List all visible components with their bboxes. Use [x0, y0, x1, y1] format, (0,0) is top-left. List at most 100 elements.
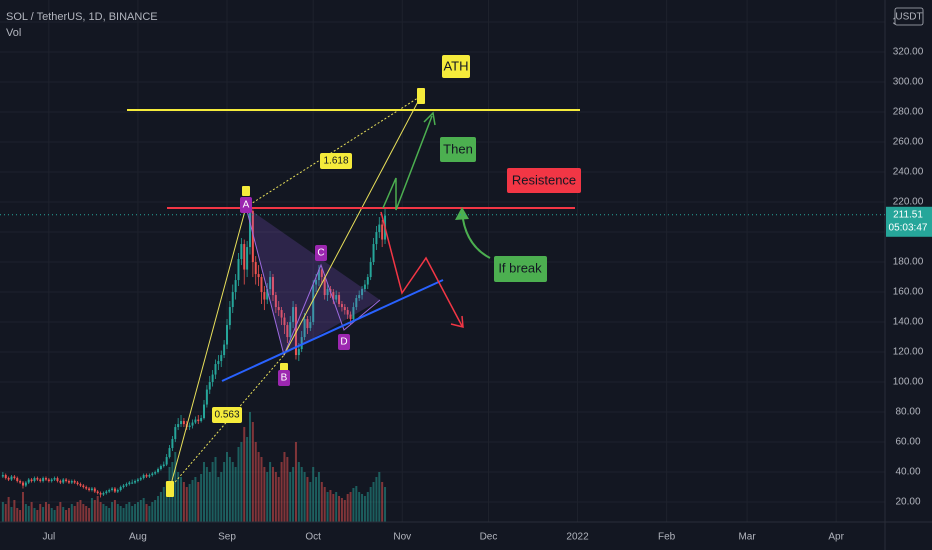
axes: 20.00 40.00 60.00 80.00 100.00 120.00 140.00 16…	[0, 17, 932, 543]
candle-body	[36, 478, 39, 480]
volume-bar	[326, 492, 329, 522]
candle-body	[223, 344, 226, 356]
candle-body	[243, 244, 246, 270]
candle-body	[50, 479, 53, 482]
volume-bar	[16, 508, 19, 522]
volume-bar	[248, 412, 251, 522]
volume-bar	[277, 477, 280, 522]
fib-label: 1.618	[323, 156, 348, 167]
volume-bar	[19, 510, 22, 522]
y-tick-label: 80.00	[895, 407, 920, 418]
candle-body	[93, 488, 96, 492]
volume-bar	[346, 494, 349, 522]
ath-label: ATH	[443, 58, 468, 73]
volume-bar	[317, 472, 320, 522]
candle-body	[4, 475, 7, 479]
volume-bar	[271, 467, 274, 522]
candle-body	[39, 479, 42, 482]
candle-body	[151, 473, 154, 476]
volume-bar	[93, 500, 96, 522]
x-tick-label: Aug	[129, 532, 147, 543]
volume-bar	[225, 452, 228, 522]
candle-body	[197, 419, 200, 422]
candle-body	[349, 314, 352, 320]
point-marker	[280, 363, 288, 371]
volume-bar	[220, 472, 223, 522]
volume-layer	[1, 412, 387, 522]
candle-body	[177, 424, 180, 428]
candle-body	[257, 274, 260, 278]
volume-bar	[194, 477, 197, 522]
currency-badge[interactable]	[894, 7, 924, 26]
volume-bar	[134, 504, 137, 522]
volume-bar	[90, 498, 93, 522]
label-box	[507, 168, 581, 193]
volume-bar	[214, 457, 217, 522]
candle-body	[191, 422, 194, 426]
candle-body	[205, 389, 208, 405]
volume-bar	[366, 492, 369, 522]
countdown-label: 05:03:47	[889, 222, 928, 233]
candle-body	[346, 310, 349, 315]
candle-body	[217, 361, 220, 365]
point-label: C	[317, 248, 324, 259]
candle-body	[70, 481, 73, 483]
candle-body	[159, 466, 162, 470]
candle-body	[85, 487, 88, 489]
volume-bar	[162, 487, 165, 522]
volume-bar	[47, 504, 50, 522]
candle-body	[343, 307, 346, 311]
volume-bar	[203, 462, 206, 522]
volume-bar	[200, 474, 203, 522]
x-tick-label: Dec	[480, 532, 498, 543]
volume-bar	[338, 496, 341, 522]
volume-bar	[13, 500, 16, 522]
candle-body	[326, 289, 329, 296]
candle-body	[182, 421, 185, 425]
volume-bar	[148, 506, 151, 522]
candle-body	[228, 307, 231, 326]
x-tick-label: 2022	[566, 532, 589, 543]
candle-body	[73, 481, 76, 483]
candle-body	[171, 439, 174, 449]
y-tick-label: 220.00	[893, 197, 924, 208]
volume-bar	[50, 508, 53, 522]
if-break-label: If break	[498, 260, 542, 275]
volume-bar	[182, 482, 185, 522]
candle-body	[1, 475, 4, 477]
volume-bar	[105, 506, 108, 522]
candle-body	[251, 211, 254, 263]
volume-bar	[145, 504, 148, 522]
candle-body	[82, 485, 85, 488]
volume-bar	[102, 504, 105, 522]
volume-bar	[381, 482, 384, 522]
volume-bar	[116, 504, 119, 522]
y-tick-label: 160.00	[893, 287, 924, 298]
volume-bar	[300, 467, 303, 522]
candle-body	[154, 472, 157, 474]
volume-bar	[177, 472, 180, 522]
volume-bar	[136, 502, 139, 522]
label-box	[440, 137, 476, 162]
volume-bar	[79, 500, 82, 522]
volume-bar	[62, 507, 65, 522]
volume-bar	[142, 498, 145, 522]
candle-body	[10, 476, 13, 480]
candle-body	[65, 479, 68, 482]
candle-body	[289, 322, 292, 338]
candle-body	[200, 418, 203, 422]
volume-bar	[73, 506, 76, 522]
candle-body	[188, 425, 191, 428]
volume-bar	[303, 472, 306, 522]
candle-body	[88, 488, 91, 491]
candle-body	[79, 484, 82, 486]
candle-body	[303, 319, 306, 338]
volume-bar	[10, 507, 13, 522]
point-box	[278, 370, 290, 386]
volume-bar	[355, 486, 358, 522]
volume-bar	[358, 492, 361, 522]
candle-body	[248, 211, 251, 248]
candle-body	[317, 269, 320, 281]
candle-body	[277, 307, 280, 311]
